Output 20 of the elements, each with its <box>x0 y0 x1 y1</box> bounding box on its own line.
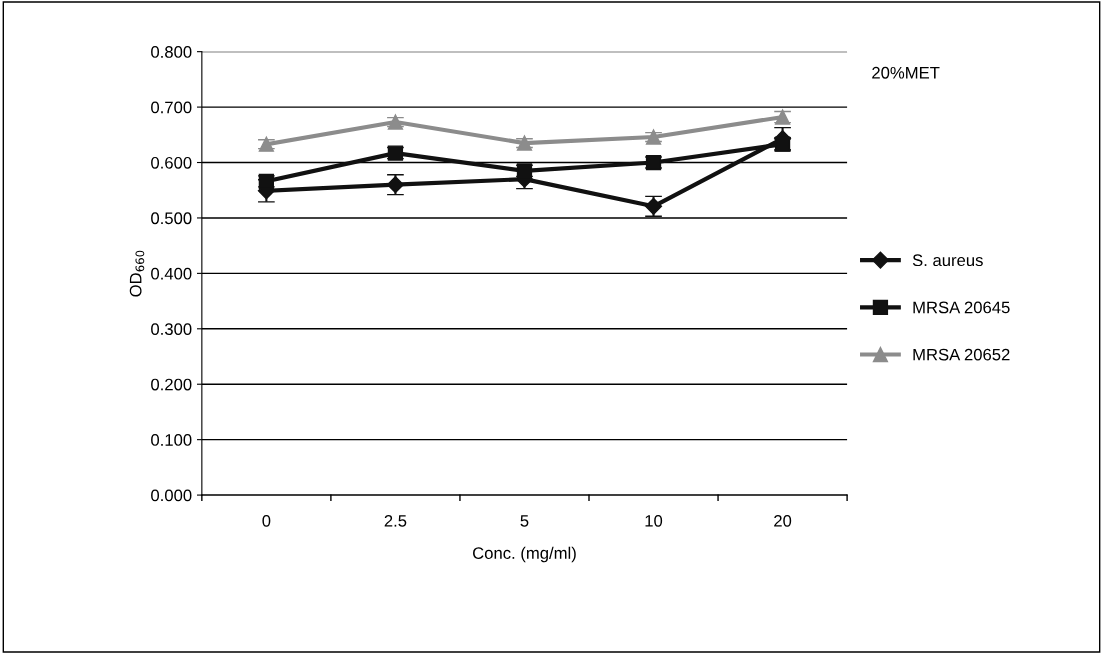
legend-label: MRSA 20652 <box>913 348 1010 361</box>
y-tick-label: 0.800 <box>151 46 192 58</box>
x-axis-title: Conc. (mg/ml) <box>473 546 576 563</box>
x-tick-label: 10 <box>645 514 663 527</box>
text: 20%MET <box>872 66 940 79</box>
x-tick-label: 20 <box>774 514 792 527</box>
legend-label: MRSA 20645 <box>913 301 1010 314</box>
y-tick-label: 0.700 <box>151 101 192 114</box>
y-tick-label: 0.400 <box>151 267 192 280</box>
y-tick-label: 0.300 <box>151 323 192 335</box>
x-tick-label: 5 <box>520 515 529 527</box>
x-tick-label: 0 <box>262 514 271 527</box>
x-tick-label: 2.5 <box>384 514 407 527</box>
legend-label: S. aureus <box>912 254 983 267</box>
y-tick-label: 0.600 <box>151 156 192 169</box>
y-tick-label: 0.200 <box>151 378 192 391</box>
y-tick-label: 0.000 <box>151 489 192 502</box>
y-axis-title: OD$_{660}$ <box>129 250 145 297</box>
y-tick-label: 0.500 <box>151 212 192 225</box>
y-tick-label: 0.100 <box>151 434 192 446</box>
